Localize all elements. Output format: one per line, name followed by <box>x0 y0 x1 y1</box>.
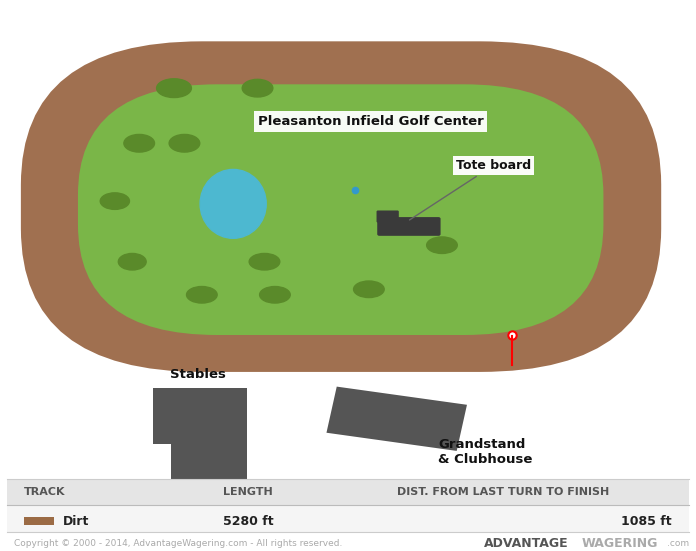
Ellipse shape <box>260 287 290 303</box>
Text: Dirt: Dirt <box>63 515 89 527</box>
Ellipse shape <box>249 253 280 270</box>
Text: .com: .com <box>667 538 689 548</box>
Ellipse shape <box>100 193 129 209</box>
Text: Pleasanton Infield Golf Center: Pleasanton Infield Golf Center <box>258 115 483 128</box>
Ellipse shape <box>200 170 266 238</box>
Text: Grandstand
& Clubhouse: Grandstand & Clubhouse <box>438 438 533 466</box>
Bar <box>7 479 689 505</box>
FancyBboxPatch shape <box>377 210 399 223</box>
FancyBboxPatch shape <box>78 84 603 335</box>
Ellipse shape <box>187 287 217 303</box>
Text: TRACK: TRACK <box>24 487 66 497</box>
Text: DIST. FROM LAST TURN TO FINISH: DIST. FROM LAST TURN TO FINISH <box>397 487 609 497</box>
Ellipse shape <box>157 79 191 98</box>
Text: WAGERING: WAGERING <box>581 537 658 549</box>
Bar <box>7 505 689 532</box>
FancyBboxPatch shape <box>21 41 661 372</box>
Bar <box>153 388 247 444</box>
Text: Stables: Stables <box>171 368 226 381</box>
Text: ADVANTAGE: ADVANTAGE <box>484 537 569 549</box>
Text: 1085 ft: 1085 ft <box>621 515 672 527</box>
Ellipse shape <box>169 134 200 152</box>
Ellipse shape <box>118 253 146 270</box>
Text: Copyright © 2000 - 2014, AdvantageWagering.com - All rights reserved.: Copyright © 2000 - 2014, AdvantageWageri… <box>14 538 342 548</box>
Ellipse shape <box>124 134 155 152</box>
Ellipse shape <box>354 281 384 298</box>
FancyBboxPatch shape <box>377 217 441 236</box>
Bar <box>24 517 54 525</box>
Bar <box>326 387 467 451</box>
Ellipse shape <box>427 237 457 253</box>
Text: 5280 ft: 5280 ft <box>223 515 274 527</box>
Ellipse shape <box>242 79 273 97</box>
Bar <box>171 438 247 479</box>
Text: LENGTH: LENGTH <box>223 487 272 497</box>
Text: Tote board: Tote board <box>409 159 531 220</box>
